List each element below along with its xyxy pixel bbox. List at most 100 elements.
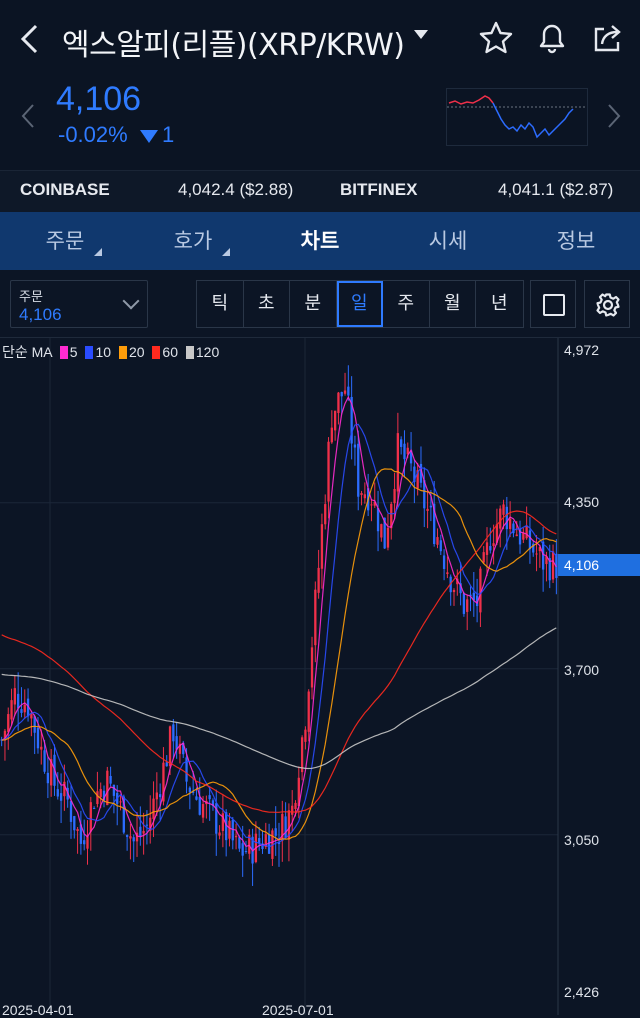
tab-chart[interactable]: 차트 bbox=[294, 212, 346, 270]
candle-body bbox=[267, 834, 271, 854]
order-price-select[interactable]: 주문 4,106 bbox=[10, 280, 148, 328]
ma60-label: 60 bbox=[162, 344, 178, 360]
exchange-name-coinbase: COINBASE bbox=[20, 180, 110, 199]
exchange-prices-bar: COINBASE 4,042.4 ($2.88) BITFINEX 4,041.… bbox=[0, 170, 640, 212]
candle-body bbox=[330, 427, 333, 443]
period-tick[interactable]: 틱 bbox=[197, 281, 244, 327]
order-select-label: 주문 bbox=[19, 290, 43, 305]
candle-body bbox=[106, 770, 109, 806]
candle-body bbox=[357, 443, 360, 497]
candle-body bbox=[403, 443, 406, 460]
candle-body bbox=[518, 528, 522, 545]
candle-body bbox=[373, 501, 376, 506]
tab-order[interactable]: 주문 bbox=[40, 212, 102, 270]
star-icon[interactable] bbox=[476, 18, 516, 58]
fullscreen-button[interactable] bbox=[530, 280, 576, 328]
next-coin-arrow-icon[interactable] bbox=[606, 102, 622, 138]
candle-body bbox=[416, 470, 419, 489]
candle-body bbox=[56, 789, 59, 797]
ma10-label: 10 bbox=[95, 344, 112, 360]
candle-body bbox=[92, 808, 96, 810]
candle-body bbox=[225, 812, 228, 841]
title-dropdown-caret-icon[interactable] bbox=[414, 30, 428, 39]
period-second[interactable]: 초 bbox=[244, 281, 290, 327]
candle-body bbox=[86, 836, 89, 849]
candle-body bbox=[109, 775, 112, 784]
candle-body bbox=[538, 547, 541, 552]
candle-body bbox=[390, 503, 393, 529]
candle-body bbox=[353, 444, 357, 448]
period-week[interactable]: 주 bbox=[383, 281, 430, 327]
candle-body bbox=[551, 551, 555, 580]
down-triangle-icon bbox=[140, 130, 158, 143]
bell-icon[interactable] bbox=[532, 18, 572, 58]
tab-chart-label: 차트 bbox=[300, 229, 340, 253]
candle-body bbox=[320, 524, 324, 569]
candle-body bbox=[175, 736, 178, 750]
candle-body bbox=[10, 700, 13, 720]
submenu-indicator-icon bbox=[222, 248, 230, 256]
period-day[interactable]: 일 bbox=[336, 281, 383, 327]
candle-body bbox=[317, 567, 320, 593]
candle-body bbox=[238, 837, 241, 849]
y-tick-label: 4,350 bbox=[564, 494, 600, 510]
exchange-value-coinbase: 4,042.4 ($2.88) bbox=[178, 180, 294, 199]
candle-body bbox=[231, 819, 234, 841]
candle-body bbox=[13, 688, 17, 705]
ma20-line bbox=[1, 468, 557, 841]
candle-body bbox=[380, 524, 383, 538]
tab-order-label: 주문 bbox=[45, 229, 85, 253]
back-arrow-icon[interactable] bbox=[18, 22, 40, 62]
candle-body bbox=[258, 838, 261, 844]
candle-body bbox=[466, 599, 469, 612]
candle-body bbox=[287, 810, 291, 840]
candle-body bbox=[383, 517, 386, 549]
candle-body bbox=[363, 494, 367, 499]
candle-body bbox=[248, 834, 251, 854]
candle-body bbox=[149, 817, 152, 831]
ma60-swatch bbox=[152, 346, 161, 359]
candle-body bbox=[129, 836, 132, 839]
candle-body bbox=[532, 543, 535, 553]
settings-button[interactable] bbox=[584, 280, 630, 328]
candle-body bbox=[135, 832, 139, 842]
candle-body bbox=[7, 714, 10, 732]
chart-toolbar: 주문 4,106 틱 초 분 일 주 월 년 bbox=[0, 270, 640, 338]
tab-orderbook[interactable]: 호가 bbox=[168, 212, 230, 270]
candle-body bbox=[548, 558, 551, 581]
prev-coin-arrow-icon[interactable] bbox=[20, 102, 36, 138]
period-month[interactable]: 월 bbox=[430, 281, 476, 327]
candle-body bbox=[244, 851, 248, 853]
tab-market[interactable]: 시세 bbox=[422, 212, 474, 270]
current-price: 4,106 bbox=[56, 80, 142, 118]
candlestick-chart[interactable]: 단순 MA 5 10 20 60 120 4,972 4,350 3,700 3… bbox=[0, 338, 640, 1018]
candle-body bbox=[20, 709, 23, 713]
page-title[interactable]: 엑스알피(리플)(XRP/KRW) bbox=[62, 28, 405, 63]
candle-body bbox=[291, 805, 294, 815]
candle-body bbox=[274, 828, 277, 836]
ma5-swatch bbox=[59, 346, 68, 359]
candle-body bbox=[284, 816, 287, 838]
candle-body bbox=[462, 593, 466, 614]
share-icon[interactable] bbox=[588, 18, 628, 58]
y-tick-label: 2,426 bbox=[564, 984, 600, 1000]
gear-icon bbox=[596, 293, 620, 317]
y-tick-label: 4,972 bbox=[564, 342, 600, 358]
candle-body bbox=[413, 466, 416, 482]
period-year[interactable]: 년 bbox=[490, 293, 508, 314]
candle-body bbox=[489, 546, 492, 551]
candle-body bbox=[479, 568, 482, 613]
change-percent: -0.02% bbox=[58, 122, 128, 147]
candle-body bbox=[162, 762, 165, 802]
mini-sparkline-chart[interactable] bbox=[446, 88, 588, 146]
candle-body bbox=[376, 508, 380, 532]
ma10-swatch bbox=[85, 346, 94, 359]
candle-body bbox=[522, 532, 525, 540]
candle-body bbox=[304, 729, 307, 742]
period-minute[interactable]: 분 bbox=[290, 281, 337, 327]
candle-body bbox=[386, 527, 390, 548]
candle-body bbox=[409, 450, 413, 464]
tab-orderbook-label: 호가 bbox=[173, 229, 213, 253]
tab-info[interactable]: 정보 bbox=[550, 212, 602, 270]
ma120-label: 120 bbox=[195, 344, 220, 360]
